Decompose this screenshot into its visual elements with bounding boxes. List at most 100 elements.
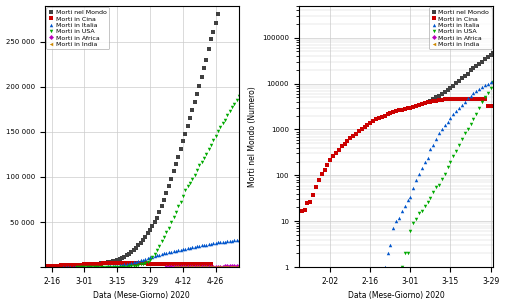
Morti in India (206, 265, 212, 269)
Morti in India (194, 265, 200, 269)
Morti in Italia (382, 265, 388, 269)
Morti in Cina (46, 264, 52, 268)
Morti in India (184, 265, 190, 269)
Morti in India (182, 265, 188, 269)
Morti in India (220, 265, 226, 269)
Morti in Africa (164, 265, 170, 269)
Morti in Cina (408, 106, 414, 109)
Morti in Africa (234, 264, 240, 268)
Morti nel Mondo (367, 121, 373, 125)
X-axis label: Data (Mese-Giorno) 2020: Data (Mese-Giorno) 2020 (348, 291, 444, 300)
Morti in Africa (208, 265, 214, 269)
Morti in USA (79, 265, 85, 269)
Morti in Africa (245, 263, 251, 267)
Y-axis label: Morti nel Mondo (Numero): Morti nel Mondo (Numero) (247, 86, 257, 187)
Morti in Africa (189, 265, 195, 269)
Morti in Africa (222, 265, 228, 268)
Morti in India (208, 265, 214, 269)
Morti nel Mondo (164, 191, 170, 195)
Morti in India (211, 265, 217, 269)
Morti in India (229, 265, 235, 269)
Morti in Africa (171, 265, 177, 269)
Morti nel Mondo (305, 201, 311, 205)
Line: Morti in USA: Morti in USA (76, 32, 278, 269)
Morti in Africa (213, 265, 219, 269)
Morti in Cina (27, 265, 33, 269)
Morti nel Mondo (7, 265, 13, 269)
Morti in India (243, 264, 249, 268)
Line: Morti in Italia: Morti in Italia (383, 58, 505, 269)
Morti in Africa (255, 262, 261, 266)
Morti in Africa (248, 263, 254, 267)
Morti in Italia (159, 252, 165, 256)
Morti in Italia (257, 236, 263, 240)
Morti in Cina (81, 263, 87, 266)
Morti in India (231, 265, 237, 268)
Morti in India (173, 265, 179, 269)
Morti in Africa (191, 265, 197, 269)
Morti nel Mondo (296, 209, 302, 213)
Morti in Cina (208, 263, 214, 266)
Morti in Italia (60, 265, 66, 269)
Morti in Africa (173, 265, 179, 269)
Morti in USA (274, 32, 280, 35)
Morti nel Mondo (0, 265, 3, 269)
Morti nel Mondo (215, 12, 221, 16)
Morti in Africa (198, 265, 205, 269)
Morti in USA (405, 252, 411, 255)
Morti in India (238, 264, 244, 268)
Morti in Italia (121, 263, 127, 266)
Morti in Cina (157, 262, 163, 266)
Morti in India (187, 265, 193, 269)
Morti in Africa (180, 265, 186, 269)
Morti in India (236, 265, 242, 268)
Morti in India (222, 265, 228, 269)
Morti in Africa (238, 263, 244, 267)
Morti nel Mondo (48, 264, 55, 268)
Morti in Africa (241, 263, 247, 267)
Line: Morti in India: Morti in India (172, 263, 262, 269)
Line: Morti nel Mondo: Morti nel Mondo (0, 12, 220, 269)
Morti in India (171, 265, 177, 269)
Morti in Africa (175, 265, 181, 269)
Morti in Africa (215, 265, 221, 269)
Morti in India (252, 264, 259, 267)
Morti in India (250, 264, 256, 267)
Morti in India (178, 265, 184, 269)
Morti in Cina (456, 97, 462, 101)
Morti in India (234, 265, 240, 268)
Morti in Africa (168, 265, 174, 269)
Morti in Africa (250, 263, 256, 266)
Morti in Italia (456, 106, 462, 110)
Morti in Africa (252, 262, 259, 266)
Morti in India (198, 265, 205, 269)
Morti in India (255, 263, 261, 267)
Morti in Cina (499, 104, 505, 107)
Line: Morti nel Mondo: Morti nel Mondo (297, 15, 505, 212)
Morti in India (201, 265, 207, 269)
Morti in Cina (138, 261, 144, 265)
Morti in Italia (502, 74, 505, 78)
Morti in Africa (229, 264, 235, 268)
Morti in Africa (231, 264, 237, 268)
Line: Morti in Italia: Morti in Italia (62, 236, 262, 269)
Morti in India (257, 263, 263, 267)
Morti in India (180, 265, 186, 269)
Morti in India (245, 264, 251, 268)
Morti in Italia (422, 160, 428, 164)
Morti nel Mondo (119, 256, 125, 260)
Morti in Africa (204, 265, 210, 269)
Morti in USA (399, 265, 405, 269)
Morti in Cina (121, 261, 127, 265)
Morti in Africa (166, 265, 172, 269)
Morti in USA (84, 265, 90, 269)
Morti in India (215, 265, 221, 269)
Morti in Africa (178, 265, 184, 269)
Morti in Italia (119, 263, 125, 267)
Morti in Cina (296, 209, 302, 213)
Morti in Italia (128, 261, 134, 265)
Morti in USA (227, 109, 233, 113)
Morti in Italia (245, 237, 251, 241)
Morti in Italia (465, 96, 471, 100)
Morti in Africa (196, 265, 203, 269)
